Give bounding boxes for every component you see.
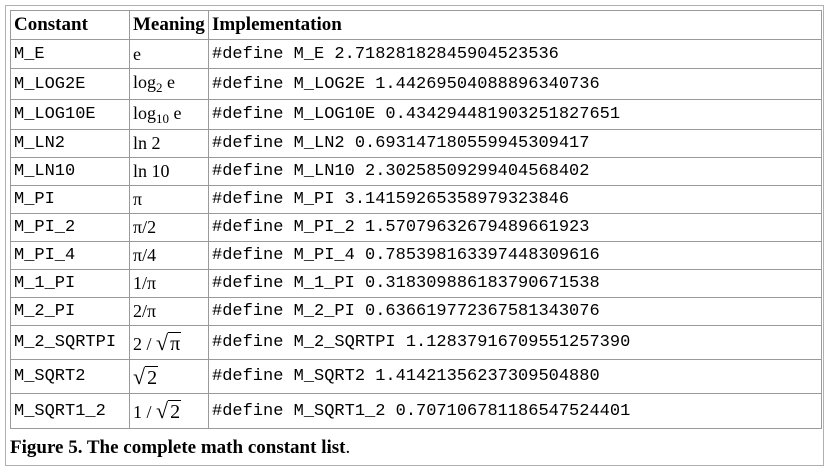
table-row: M_SQRT1_2 1 / √ 2 #define M_SQRT1_2 0.707…: [10, 393, 822, 429]
figure-caption: Figure 5. The complete math constant lis…: [10, 437, 350, 459]
constant-implementation: #define M_LOG10E 0.434294481903251827651: [208, 99, 822, 130]
log-base: log: [133, 102, 157, 123]
constant-name: M_2_SQRTPI: [10, 325, 130, 360]
table-row: M_2_PI 2/π #define M_2_PI 0.636619772367…: [10, 297, 822, 326]
math-constants-table: Constant Meaning Implementation M_E e #d…: [10, 10, 822, 429]
constant-name: M_PI: [10, 185, 130, 214]
radicand: 2: [145, 365, 159, 389]
constant-implementation: #define M_SQRT2 1.41421356237309504880: [208, 359, 822, 394]
constant-implementation: #define M_SQRT1_2 0.70710678118654752440…: [208, 393, 822, 429]
table-row: M_LN10 ln 10 #define M_LN10 2.3025850929…: [10, 157, 822, 186]
figure-frame: Constant Meaning Implementation M_E e #d…: [5, 5, 824, 466]
constant-implementation: #define M_2_PI 0.636619772367581343076: [208, 297, 822, 326]
constant-meaning: 2/π: [129, 297, 209, 326]
log-subscript: 2: [156, 80, 163, 95]
numerator: 2: [133, 333, 142, 354]
constant-name: M_SQRT1_2: [10, 393, 130, 429]
constant-meaning: log2 e: [129, 68, 209, 100]
constant-name: M_PI_4: [10, 241, 130, 270]
log-base: log: [133, 72, 157, 92]
square-root-sign: √: [156, 329, 169, 355]
constant-meaning: π/4: [129, 241, 209, 270]
log-subscript: 10: [156, 110, 170, 126]
constant-meaning: 2 / √ π: [129, 325, 209, 360]
constant-name: M_1_PI: [10, 269, 130, 298]
header-meaning: Meaning: [129, 10, 209, 40]
constant-meaning: √ 2: [129, 359, 209, 394]
constant-implementation: #define M_E 2.71828182845904523536: [208, 39, 822, 69]
constant-meaning: ln 10: [129, 157, 209, 186]
constant-implementation: #define M_PI 3.14159265358979323846: [208, 185, 822, 214]
constant-meaning: 1 / √ 2: [129, 393, 209, 429]
table-row: M_SQRT2 √ 2 #define M_SQRT2 1.41421356237…: [10, 359, 822, 394]
constant-meaning: log10 e: [129, 99, 209, 130]
constant-name: M_2_PI: [10, 297, 130, 326]
constant-name: M_LOG10E: [10, 99, 130, 130]
constant-name: M_LN2: [10, 129, 130, 158]
table-row: M_PI_4 π/4 #define M_PI_4 0.785398163397…: [10, 241, 822, 270]
constant-implementation: #define M_2_SQRTPI 1.1283791670955125739…: [208, 325, 822, 360]
constant-meaning: π/2: [129, 213, 209, 242]
constant-name: M_E: [10, 39, 130, 69]
slash: /: [146, 402, 152, 422]
caption-label: Figure 5. The complete math constant lis…: [10, 437, 346, 458]
constant-implementation: #define M_LOG2E 1.44269504088896340736: [208, 68, 822, 100]
header-row: Constant Meaning Implementation: [10, 10, 822, 40]
square-root-sign: √: [133, 363, 146, 389]
table-row: M_LN2 ln 2 #define M_LN2 0.6931471805599…: [10, 129, 822, 158]
table-row: M_1_PI 1/π #define M_1_PI 0.318309886183…: [10, 269, 822, 298]
table-row: M_E e #define M_E 2.71828182845904523536: [10, 39, 822, 69]
numerator: 1: [133, 402, 142, 422]
slash: /: [146, 333, 152, 354]
constant-implementation: #define M_LN2 0.693147180559945309417: [208, 129, 822, 158]
constant-implementation: #define M_PI_2 1.57079632679489661923: [208, 213, 822, 242]
constant-name: M_LN10: [10, 157, 130, 186]
table-row: M_LOG10E log10 e #define M_LOG10E 0.4342…: [10, 99, 822, 130]
log-argument: e: [173, 102, 182, 123]
constant-meaning: 1/π: [129, 269, 209, 298]
constant-implementation: #define M_1_PI 0.318309886183790671538: [208, 269, 822, 298]
square-root-sign: √: [156, 398, 169, 423]
constant-implementation: #define M_LN10 2.30258509299404568402: [208, 157, 822, 186]
header-implementation: Implementation: [208, 10, 822, 40]
constant-implementation: #define M_PI_4 0.785398163397448309616: [208, 241, 822, 270]
table-row: M_LOG2E log2 e #define M_LOG2E 1.4426950…: [10, 68, 822, 100]
constant-meaning: ln 2: [129, 129, 209, 158]
constant-meaning: π: [129, 185, 209, 214]
constant-name: M_LOG2E: [10, 68, 130, 100]
constant-meaning: e: [129, 39, 209, 69]
table-row: M_PI_2 π/2 #define M_PI_2 1.570796326794…: [10, 213, 822, 242]
log-argument: e: [167, 72, 176, 92]
radicand: 2: [168, 400, 182, 423]
caption-suffix: .: [345, 437, 351, 458]
constant-name: M_SQRT2: [10, 359, 130, 394]
constant-name: M_PI_2: [10, 213, 130, 242]
table-row: M_2_SQRTPI 2 / √ π #define M_2_SQRTPI 1.1…: [10, 325, 822, 360]
radicand: π: [168, 331, 182, 355]
header-constant: Constant: [10, 10, 130, 40]
table-row: M_PI π #define M_PI 3.141592653589793238…: [10, 185, 822, 214]
